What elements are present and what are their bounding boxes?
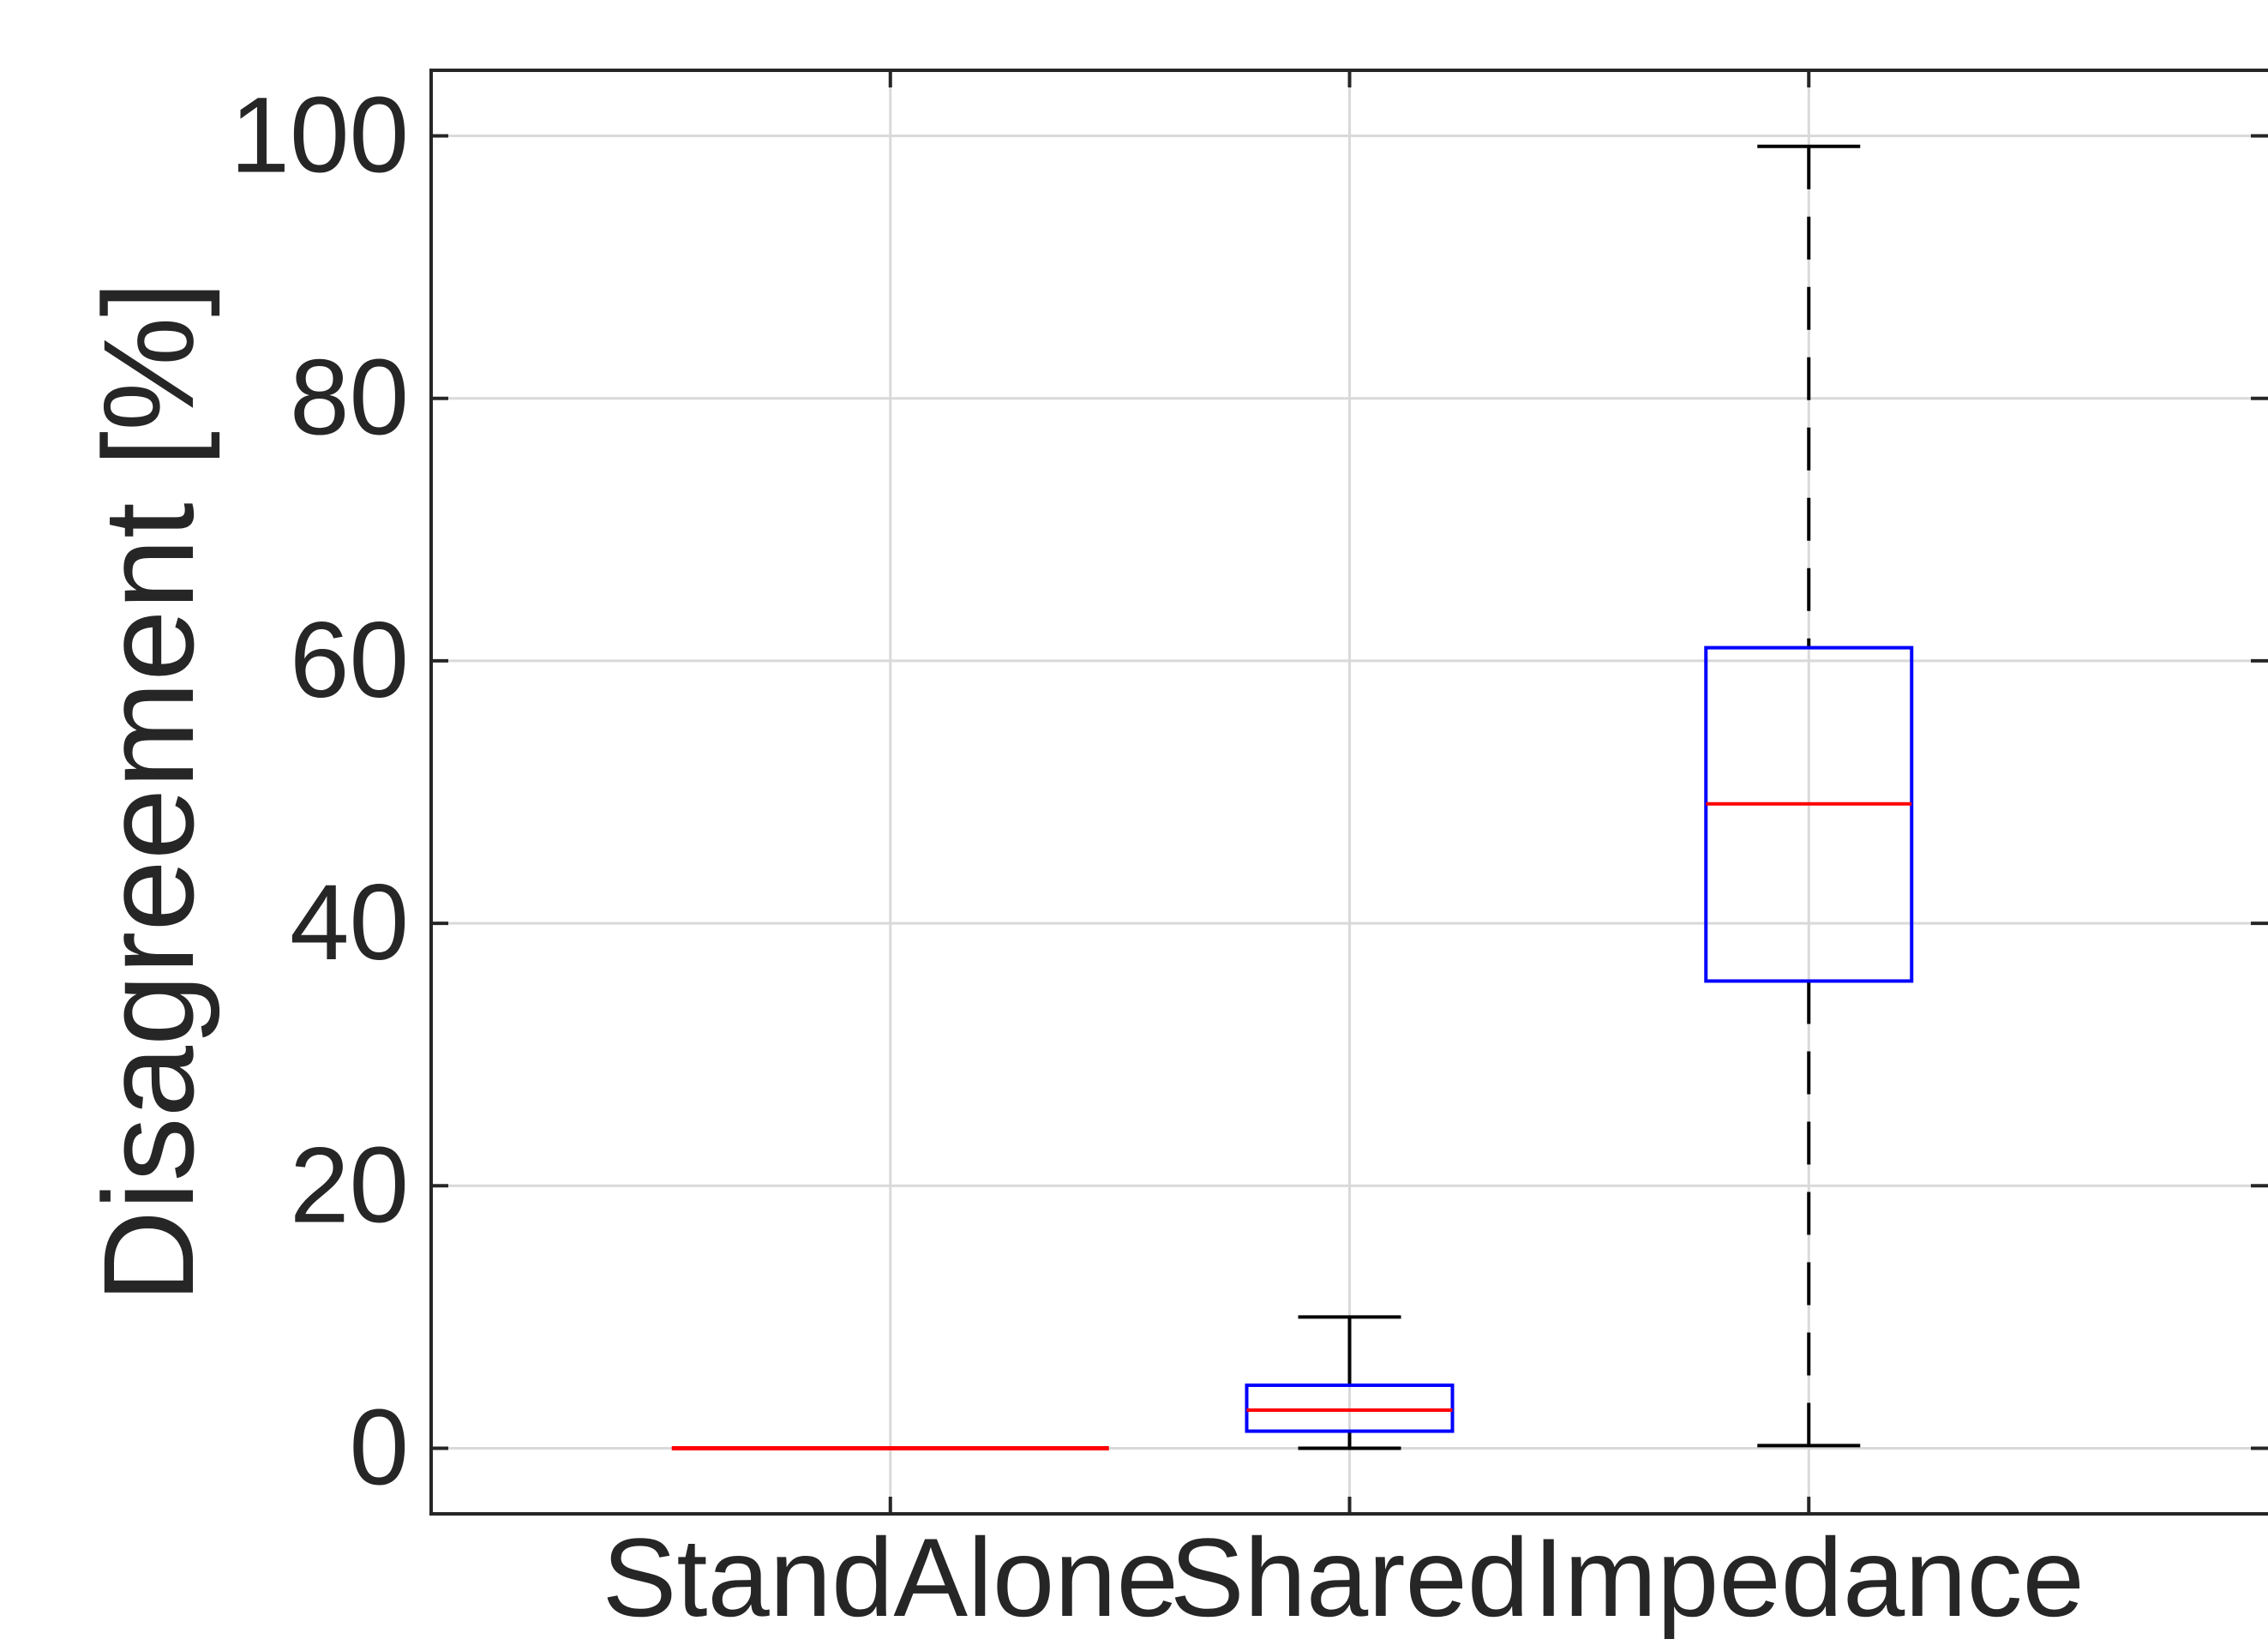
iqr-box (1704, 645, 1914, 983)
y-tick-label: 100 (230, 76, 409, 195)
y-axis-label: Disagreement [%] (76, 281, 220, 1303)
y-tick-label: 0 (349, 1388, 409, 1507)
boxes (671, 144, 1914, 1450)
x-tick-label: Shared (1170, 1515, 1529, 1640)
axes (429, 69, 2268, 1516)
x-tick-label: StandAlone (603, 1515, 1179, 1640)
iqr-box (1245, 1383, 1455, 1433)
y-tick-label: 40 (290, 863, 409, 982)
plot-frame (429, 69, 2268, 1516)
box-shared (1245, 1315, 1455, 1450)
grid-lines (431, 70, 2268, 1514)
box-impedance (1704, 144, 1914, 1448)
y-tick-label: 20 (290, 1126, 409, 1245)
x-tick-label: Impedance (1533, 1515, 2085, 1640)
y-tick-label: 60 (290, 601, 409, 720)
y-tick-label: 80 (290, 339, 409, 458)
